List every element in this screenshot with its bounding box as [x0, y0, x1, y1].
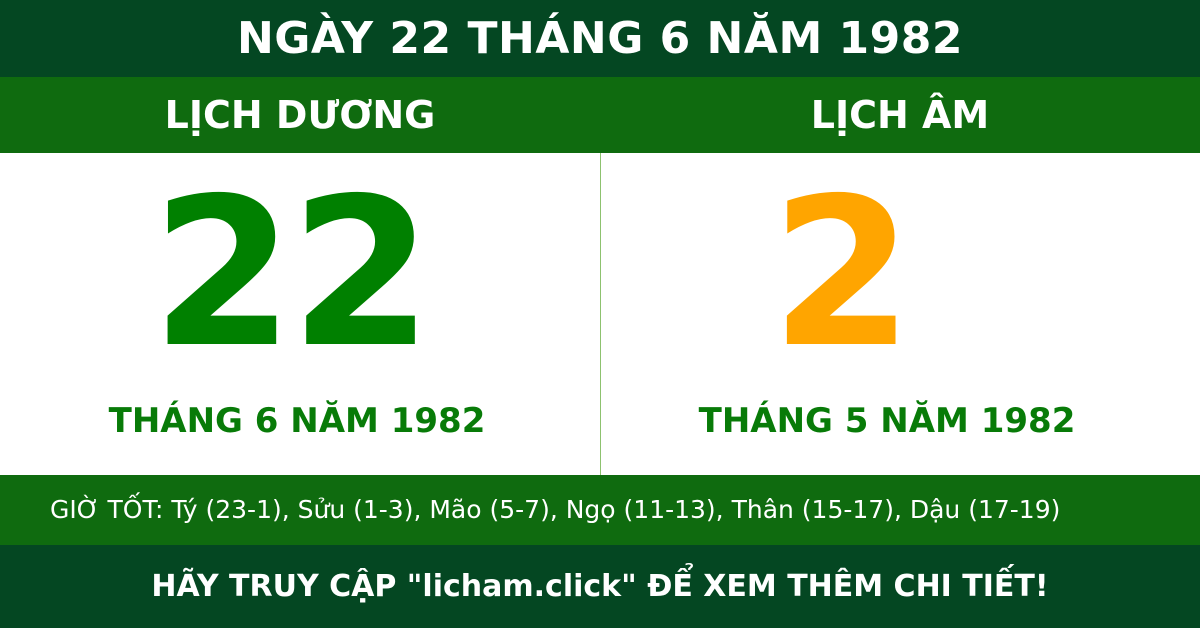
- lunar-panel: [601, 153, 1200, 475]
- solar-heading: LỊCH DƯƠNG: [164, 93, 436, 137]
- solar-month-year: THÁNG 6 NĂM 1982: [108, 401, 486, 441]
- calendar-headings: LỊCH DƯƠNG LỊCH ÂM: [0, 77, 1200, 153]
- solar-day: 22: [151, 155, 432, 393]
- good-hours-text: GIỜ TỐT: Tý (23-1), Sửu (1-3), Mão (5-7)…: [50, 495, 1061, 524]
- lunar-month-year: THÁNG 5 NĂM 1982: [698, 401, 1076, 441]
- footer-cta: HÃY TRUY CẬP "licham.click" ĐỂ XEM THÊM …: [0, 545, 1200, 628]
- solar-panel: [0, 153, 600, 475]
- lunar-heading: LỊCH ÂM: [810, 93, 990, 137]
- lunar-day: 2: [770, 155, 914, 393]
- good-hours-bar: GIỜ TỐT: Tý (23-1), Sửu (1-3), Mão (5-7)…: [0, 475, 1200, 545]
- page-title: NGÀY 22 THÁNG 6 NĂM 1982: [0, 0, 1200, 77]
- divider: [600, 153, 601, 475]
